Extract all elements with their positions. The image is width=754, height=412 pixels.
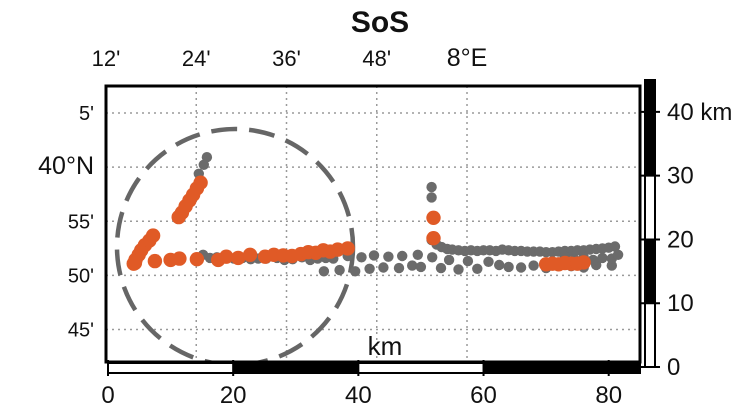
event-point-0-40 (515, 262, 527, 273)
x-scale-bar-segment-1 (233, 363, 359, 373)
event-point-1-7 (147, 253, 163, 269)
event-point-0-84 (597, 252, 608, 264)
lat-tick-label-0: 5' (79, 103, 94, 125)
event-point-1-15 (193, 175, 208, 190)
event-point-0-25 (350, 266, 361, 277)
x-scale-tick-label-3: 60 (470, 382, 497, 409)
event-point-0-20 (383, 251, 394, 262)
event-point-1-8 (127, 255, 143, 271)
y-scale-bar-end (645, 80, 655, 112)
event-point-0-31 (427, 252, 438, 263)
grid-lines (105, 86, 640, 362)
axis-labels: 12' 24' 36' 48' 8°E 5' 40°N 55' 50' 45' 0 20 40 60 80 0… (38, 44, 732, 409)
x-scale-tick-label-4: 80 (595, 382, 622, 409)
event-point-1-21 (231, 250, 246, 266)
event-point-0-87 (426, 181, 437, 193)
y-scale-tick-label-4: 40 km (667, 99, 732, 126)
event-point-0-30 (415, 261, 427, 273)
event-point-0-19 (368, 250, 380, 261)
x-scale-tick-label-1: 20 (220, 382, 247, 409)
event-point-0-88 (426, 192, 437, 203)
event-point-0-39 (503, 261, 514, 273)
event-point-0-28 (393, 262, 405, 274)
map-title: SoS (351, 6, 409, 39)
map-border (104, 84, 642, 364)
event-point-1-17 (172, 251, 187, 266)
x-scale-bar-end (608, 363, 640, 373)
event-point-1-20 (219, 249, 234, 264)
y-scale-bar-segment-3 (645, 111, 655, 176)
event-point-0-29 (407, 260, 418, 271)
lon-tick-label-1: 24' (182, 46, 211, 71)
y-scale-bar-segment-1 (645, 239, 655, 304)
event-point-1-18 (189, 252, 205, 267)
event-points (126, 152, 624, 277)
event-point-0-37 (483, 256, 494, 267)
lat-tick-label-4: 45' (68, 320, 94, 342)
event-point-0-24 (334, 264, 345, 276)
lat-tick-label-3: 50' (68, 265, 94, 287)
event-point-1-34 (426, 210, 441, 225)
lon-tick-label-2: 36' (272, 46, 301, 71)
x-scale-tick-label-2: 40 (345, 382, 372, 409)
lon-tick-label-3: 48' (362, 46, 391, 71)
event-point-0-41 (528, 260, 539, 271)
lat-tick-label-1: 40°N (38, 152, 94, 180)
y-scale-tick-label-3: 30 (667, 163, 694, 190)
event-point-1-33 (340, 241, 355, 256)
event-point-0-27 (378, 262, 389, 273)
lon-tick-label-0: 12' (92, 46, 121, 71)
event-point-0-22 (412, 249, 423, 260)
y-scale-tick-label-1: 10 (667, 290, 694, 317)
event-point-0-78 (609, 241, 621, 252)
lat-tick-label-2: 55' (68, 211, 94, 233)
event-point-0-33 (443, 254, 455, 266)
event-point-0-86 (612, 249, 624, 260)
event-point-0-34 (453, 264, 464, 275)
map-frame (104, 79, 660, 376)
event-point-0-21 (397, 250, 408, 262)
x-scale-tick-label-0: 0 (101, 382, 114, 409)
event-point-1-22 (242, 247, 258, 262)
event-point-0-36 (472, 263, 483, 274)
event-point-0-23 (318, 266, 330, 277)
event-point-0-38 (494, 259, 505, 271)
event-point-0-32 (435, 262, 447, 274)
event-point-0-35 (462, 255, 474, 267)
event-point-1-42 (576, 255, 591, 270)
event-point-0-26 (364, 263, 375, 274)
event-point-0-90 (198, 159, 209, 170)
lon-tick-label-4: 8°E (447, 44, 488, 72)
x-scale-label: km (368, 331, 403, 361)
y-scale-tick-label-2: 20 (667, 226, 694, 253)
event-point-1-6 (145, 228, 161, 243)
event-point-1-35 (426, 231, 441, 246)
event-point-0-18 (356, 252, 367, 263)
x-scale-bar-segment-3 (483, 363, 609, 373)
y-scale-tick-label-0: 0 (667, 354, 680, 381)
